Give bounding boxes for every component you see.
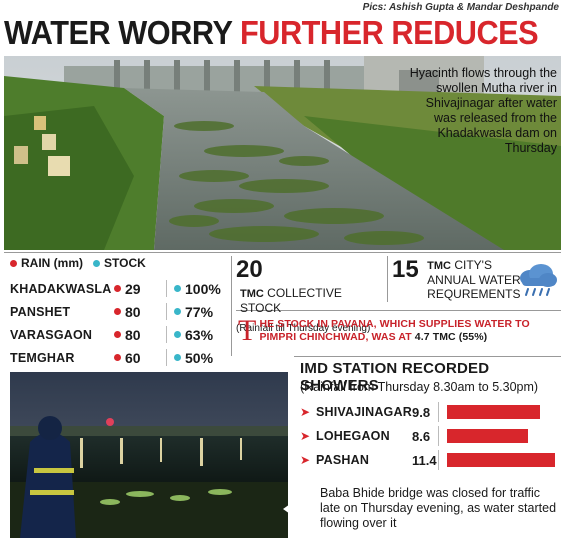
legend-rain: RAIN (mm) — [10, 256, 83, 270]
legend: RAIN (mm) STOCK — [10, 256, 146, 270]
collective-label: TMC COLLECTIVE STOCK — [240, 286, 342, 315]
dam-stock: 100% — [174, 281, 221, 297]
collective-note: (Rainfall till Thursday evening) — [236, 323, 371, 334]
divider — [387, 256, 388, 302]
dam-stock: 77% — [174, 304, 213, 320]
imd-row: ➤ PASHAN 11.4 — [300, 448, 562, 472]
red-dot-icon — [10, 260, 17, 268]
arrow-icon: ➤ — [300, 429, 311, 443]
blue-dot-icon — [174, 308, 181, 315]
pavana-note: T HE STOCK IN PAVANA, WHICH SUPPLIES WATE… — [238, 314, 530, 347]
legend-stock: STOCK — [93, 256, 146, 270]
imd-title: IMD STATION RECORDED SHOWERS — [300, 360, 490, 394]
imd-row: ➤ SHIVAJINAGAR 9.8 — [300, 400, 562, 424]
arrow-icon: ➤ — [300, 453, 311, 467]
collective-value: 20 — [236, 256, 263, 283]
divider — [438, 450, 439, 470]
imd-subtitle: (Rainfall from Thursday 8.30am to 5.30pm… — [300, 380, 539, 394]
red-dot-icon — [114, 354, 121, 361]
rainfall-bar — [447, 429, 528, 443]
dam-rain: 29 — [114, 281, 166, 297]
river-photo — [4, 56, 561, 250]
arrow-icon: ➤ — [300, 405, 311, 419]
requirement-label: TMC CITY'S ANNUAL WATER REQUREMENTS — [427, 258, 521, 301]
rainfall-bar — [447, 405, 540, 419]
rain-cloud-icon — [516, 262, 558, 303]
photo-credit: Pics: Ashish Gupta & Mandar Deshpande — [362, 2, 559, 13]
dam-name: TEMGHAR — [10, 350, 75, 365]
dam-row: KHADAKWASLA 29 100% — [10, 277, 228, 300]
drop-cap: T — [238, 314, 257, 347]
station-name: SHIVAJINAGAR — [316, 405, 412, 419]
divider — [236, 310, 561, 311]
divider — [231, 256, 232, 356]
divider — [166, 326, 167, 343]
photo-caption: Hyacinth flows through the swollen Mutha… — [409, 66, 557, 155]
collective-stock: 20 TMC COLLECTIVE STOCK (Rainfall till T… — [236, 256, 386, 334]
headline-part1: WATER WORRY — [4, 14, 232, 51]
headline: WATER WORRY FURTHER REDUCES — [4, 14, 539, 52]
dam-name: VARASGAON — [10, 327, 93, 342]
dam-name: PANSHET — [10, 304, 71, 319]
dam-stock: 50% — [174, 350, 213, 366]
divider — [294, 356, 561, 357]
imd-row: ➤ LOHEGAON 8.6 — [300, 424, 562, 448]
blue-dot-icon — [174, 285, 181, 292]
divider — [166, 349, 167, 366]
divider — [166, 280, 167, 297]
bridge-caption: Baba Bhide bridge was closed for traffic… — [320, 486, 557, 530]
rainfall-bar — [447, 453, 555, 467]
blue-dot-icon — [174, 331, 181, 338]
dam-rain: 60 — [114, 350, 166, 366]
dam-rain: 80 — [114, 304, 166, 320]
red-dot-icon — [114, 308, 121, 315]
station-name: PASHAN — [316, 453, 370, 467]
headline-part2: FURTHER REDUCES — [239, 14, 539, 51]
station-value: 8.6 — [412, 428, 431, 444]
divider — [438, 426, 439, 446]
station-name: LOHEGAON — [316, 429, 390, 443]
pavana-value: 4.7 TMC (55%) — [414, 331, 488, 343]
station-value: 11.4 — [412, 452, 437, 468]
caption-pointer — [283, 495, 303, 523]
dam-name: KHADAKWASLA — [10, 281, 112, 296]
dam-rain: 80 — [114, 327, 166, 343]
divider — [166, 303, 167, 320]
station-value: 9.8 — [412, 404, 431, 420]
divider — [438, 402, 439, 422]
dam-row: PANSHET 80 77% — [10, 300, 228, 323]
blue-dot-icon — [93, 260, 100, 268]
dam-stock: 63% — [174, 327, 213, 343]
red-dot-icon — [114, 331, 121, 338]
imd-table: ➤ SHIVAJINAGAR 9.8 ➤ LOHEGAON 8.6 ➤ PASH… — [300, 400, 562, 472]
dam-table: KHADAKWASLA 29 100% PANSHET 80 77% VARAS… — [10, 277, 228, 369]
blue-dot-icon — [174, 354, 181, 361]
requirement-value: 15 — [392, 256, 419, 283]
red-dot-icon — [114, 285, 121, 292]
dam-row: VARASGAON 80 63% — [10, 323, 228, 346]
divider — [4, 252, 561, 253]
annual-requirement: 15 TMC CITY'S ANNUAL WATER REQUREMENTS — [392, 256, 562, 301]
dam-row: TEMGHAR 60 50% — [10, 346, 228, 369]
bridge-photo — [10, 372, 288, 538]
